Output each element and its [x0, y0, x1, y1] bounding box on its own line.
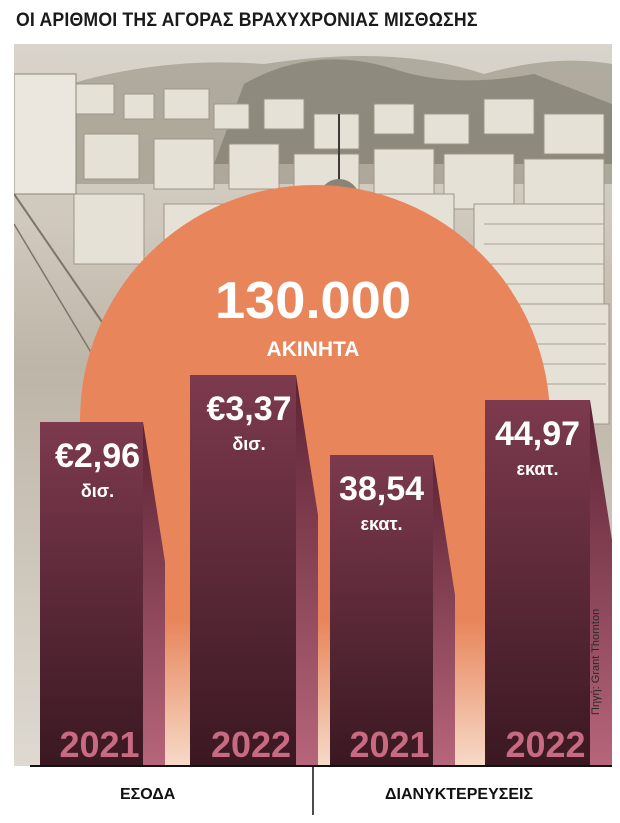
bar-unit-label: εκατ.: [516, 459, 558, 479]
group-label-overnight-stays: ΔΙΑΝΥΚΤΕΡΕΥΣΕΙΣ: [385, 786, 534, 803]
bar-side-2022: [590, 400, 612, 765]
year-tick-label: 2021: [349, 724, 429, 765]
group-label-revenue: ΕΣΟΔΑ: [120, 786, 176, 803]
bar-overnight-stays-2021: [330, 455, 433, 765]
bar-value-label: €3,37: [206, 390, 291, 428]
bar-unit-label: δισ.: [81, 481, 114, 501]
bar-revenue-2022: [190, 375, 296, 765]
bar-value-label: 38,54: [339, 470, 424, 508]
year-tick-label: 2021: [59, 724, 139, 765]
bar-overnight-stays-2022: [485, 400, 590, 765]
bar-revenue-2021: [40, 422, 143, 765]
headline-unit: ΑΚΙΝΗΤΑ: [267, 338, 360, 361]
bar-value-label: €2,96: [55, 437, 140, 475]
bar-side-2021: [433, 455, 455, 765]
bar-side-2022: [296, 375, 318, 765]
bar-side-2021: [143, 422, 165, 765]
headline-value: 130.000: [215, 272, 411, 330]
chart-title: ΟΙ ΑΡΙΘΜΟΙ ΤΗΣ ΑΓΟΡΑΣ ΒΡΑΧΥΧΡΟΝΙΑΣ ΜΙΣΘΩ…: [16, 10, 478, 31]
bar-unit-label: εκατ.: [360, 514, 402, 534]
bar-value-label: 44,97: [495, 415, 580, 453]
year-tick-label: 2022: [505, 724, 585, 765]
source-credit: Πηγή: Grant Thornton: [590, 608, 602, 715]
bar-unit-label: δισ.: [232, 434, 265, 454]
year-tick-label: 2022: [211, 724, 291, 765]
